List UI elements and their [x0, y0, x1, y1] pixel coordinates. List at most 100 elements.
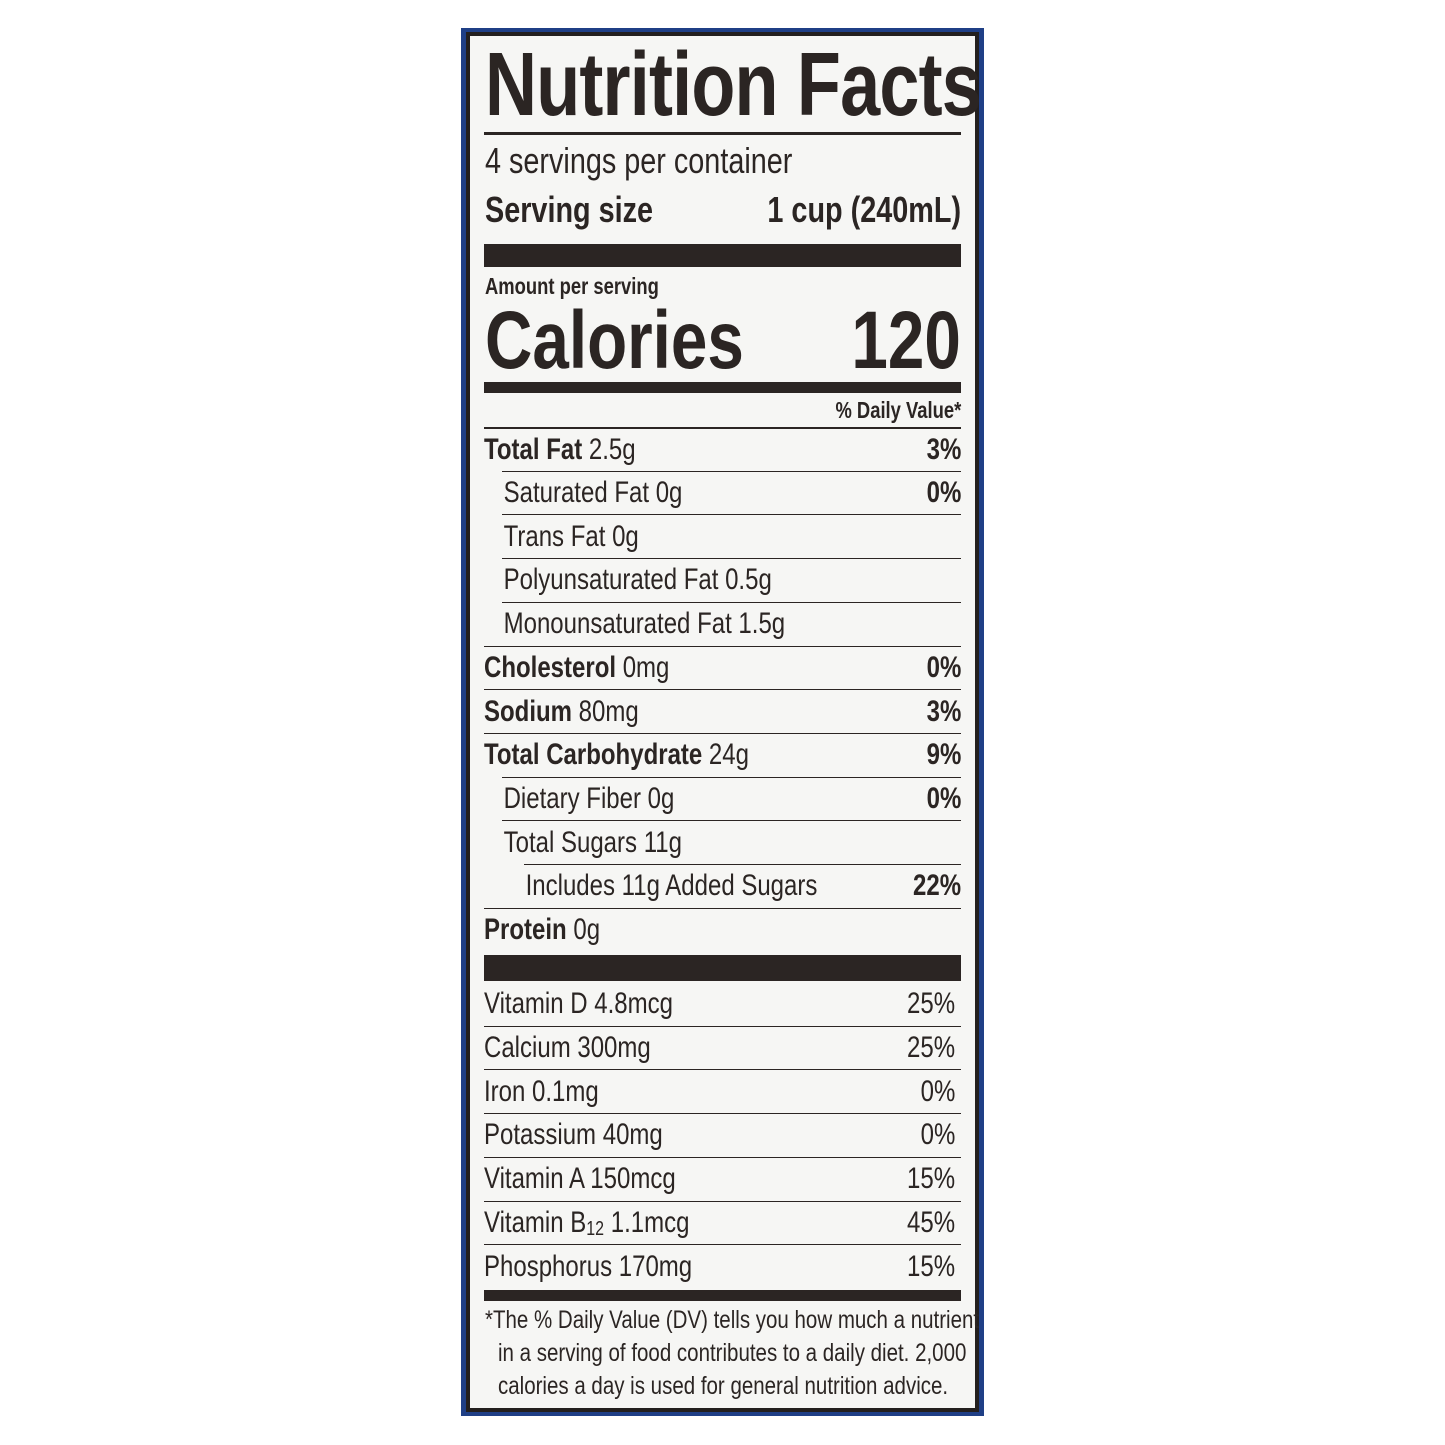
nutrient-amount: 0g [612, 519, 639, 553]
vitamin-amount: 300mg [577, 1031, 651, 1065]
serving-size-row: Serving size 1 cup (240mL) [485, 188, 961, 232]
nutrient-dv: 0% [926, 781, 961, 815]
nutrient-row: Total Sugars 11g [502, 820, 961, 864]
nutrient-name: Includes 11g Added Sugars [525, 869, 818, 903]
nutrient-row: Polyunsaturated Fat 0.5g [502, 558, 961, 602]
nutrient-dv: 0% [926, 476, 961, 510]
calories-row: Calories 120 [485, 295, 961, 386]
nutrient-name: Sodium [484, 694, 572, 728]
nutrient-name: Trans Fat [503, 519, 606, 553]
vitamin-name-amount: Vitamin D 4.8mcg [484, 984, 673, 1024]
serving-size-value: 1 cup (240mL) [767, 189, 961, 230]
vitamin-name-amount: Vitamin B12 1.1mcg [484, 1203, 689, 1243]
nutrient-name: Total Carbohydrate [484, 738, 703, 772]
nutrient-name: Dietary Fiber [503, 781, 641, 815]
vitamin-name: Potassium [484, 1118, 597, 1152]
footnote-line: in a serving of food contributes to a da… [498, 1339, 967, 1367]
vitamin-name-amount: Phosphorus 170mg [484, 1247, 692, 1287]
nutrient-amount: 0.5g [725, 563, 772, 597]
vitamin-row: Potassium 40mg 0% [484, 1113, 961, 1157]
vitamin-row: Iron 0.1mg 0% [484, 1069, 961, 1113]
nutrient-dv: 3% [926, 432, 961, 466]
vitamin-name: Vitamin D [484, 986, 588, 1020]
vitamin-row: Calcium 300mg 25% [484, 1025, 961, 1070]
footnote-line: calories a day is used for general nutri… [498, 1372, 949, 1400]
nutrient-amount: 11g [643, 825, 682, 859]
nutrient-name: Monounsaturated Fat [503, 607, 732, 641]
nutrient-amount: 0g [647, 781, 675, 815]
nutrient-row: Trans Fat 0g [502, 514, 961, 558]
thick-divider [484, 955, 961, 981]
footnote-line: *The % Daily Value (DV) tells you how mu… [485, 1306, 980, 1334]
amount-per-serving: Amount per serving [485, 273, 961, 299]
nutrient-name: Total Fat [484, 432, 583, 466]
vitamin-amount: 0.1mg [532, 1074, 599, 1108]
vitamin-dv: 0% [920, 1118, 955, 1152]
nutrient-name-amount: Protein 0g [484, 910, 600, 950]
nutrient-name-amount: Total Fat 2.5g [484, 430, 636, 470]
nutrient-row: Saturated Fat 0g 0% [502, 470, 961, 515]
footnote: *The % Daily Value (DV) tells you how mu… [485, 1304, 979, 1403]
vitamin-name-amount: Potassium 40mg [484, 1115, 663, 1155]
vitamin-name-amount: Vitamin A 150mcg [484, 1159, 676, 1199]
nutrient-name: Cholesterol [484, 650, 617, 684]
thick-divider [484, 244, 961, 267]
vitamin-amount: 170mg [618, 1249, 693, 1283]
nutrient-name-amount: Dietary Fiber 0g [502, 779, 675, 819]
divider [484, 132, 961, 135]
nutrient-name: Total Sugars [503, 825, 638, 859]
vitamin-row: Phosphorus 170mg 15% [484, 1244, 961, 1288]
vitamin-name-amount: Calcium 300mg [484, 1028, 651, 1068]
vitamin-dv: 25% [906, 986, 955, 1020]
vitamin-dv: 45% [906, 1205, 955, 1239]
nutrient-row: Total Fat 2.5g 3% [484, 427, 961, 471]
vitamin-name: Vitamin A [484, 1162, 584, 1196]
title-text: Nutrition Facts [485, 35, 982, 135]
nutrient-amount: 0mg [622, 650, 670, 684]
nutrient-name-amount: Monounsaturated Fat 1.5g [502, 604, 786, 644]
dv-header-text: % Daily Value* [835, 397, 961, 423]
nutrient-row: Protein 0g [484, 907, 961, 952]
nutrient-name: Protein [484, 913, 567, 947]
vitamin-dv: 15% [906, 1249, 955, 1283]
vitamin-row: Vitamin B12 1.1mcg 45% [484, 1200, 961, 1245]
vitamin-row: Vitamin D 4.8mcg 25% [484, 982, 961, 1026]
nutrient-amount: 80mg [578, 694, 639, 728]
vitamin-name: Phosphorus [484, 1249, 613, 1283]
nutrient-dv: 22% [912, 869, 961, 903]
nutrient-dv: 0% [926, 650, 961, 684]
calories-value: 120 [851, 295, 961, 386]
nutrient-row: Cholesterol 0mg 0% [484, 645, 961, 690]
nutrient-name-amount: Polyunsaturated Fat 0.5g [502, 560, 772, 600]
nutrient-row: Total Carbohydrate 24g 9% [484, 732, 961, 777]
calories-label: Calories [485, 295, 744, 386]
vitamin-name-amount: Iron 0.1mg [484, 1072, 599, 1112]
vitamin-name: Vitamin B [484, 1205, 587, 1239]
nutrient-name: Saturated Fat [503, 476, 650, 510]
nutrient-name-amount: Sodium 80mg [484, 692, 639, 732]
nutrient-amount: 24g [708, 738, 749, 772]
nutrient-dv: 3% [926, 694, 961, 728]
vitamin-name: Iron [484, 1074, 526, 1108]
vitamin-amount: 4.8mcg [594, 986, 673, 1020]
vitamin-amount: 40mg [602, 1118, 663, 1152]
package-border: Nutrition Facts 4 servings per container… [461, 28, 984, 1416]
nutrient-amount: 0g [655, 476, 683, 510]
amount-text: Amount per serving [485, 273, 659, 299]
nutrition-facts-label: Nutrition Facts 4 servings per container… [466, 32, 982, 1412]
vitamin-dv: 0% [920, 1074, 955, 1108]
serving-size-label: Serving size [485, 189, 654, 230]
label-title: Nutrition Facts [485, 40, 982, 130]
nutrient-row: Includes 11g Added Sugars 22% [524, 864, 961, 908]
vitamin-row: Vitamin A 150mcg 15% [484, 1156, 961, 1201]
vitamin-amount: 150mcg [590, 1162, 676, 1196]
nutrient-name-amount: Trans Fat 0g [502, 517, 639, 557]
nutrient-amount: 0g [573, 913, 601, 947]
vitamin-name: Calcium [484, 1031, 571, 1065]
medium-divider [484, 1290, 961, 1301]
nutrient-name-amount: Saturated Fat 0g [502, 473, 683, 513]
nutrient-name-amount: Total Carbohydrate 24g [484, 735, 749, 775]
nutrient-amount: 1.5g [738, 607, 786, 641]
nutrient-dv: 9% [926, 738, 961, 772]
nutrient-name-amount: Total Sugars 11g [502, 823, 682, 863]
